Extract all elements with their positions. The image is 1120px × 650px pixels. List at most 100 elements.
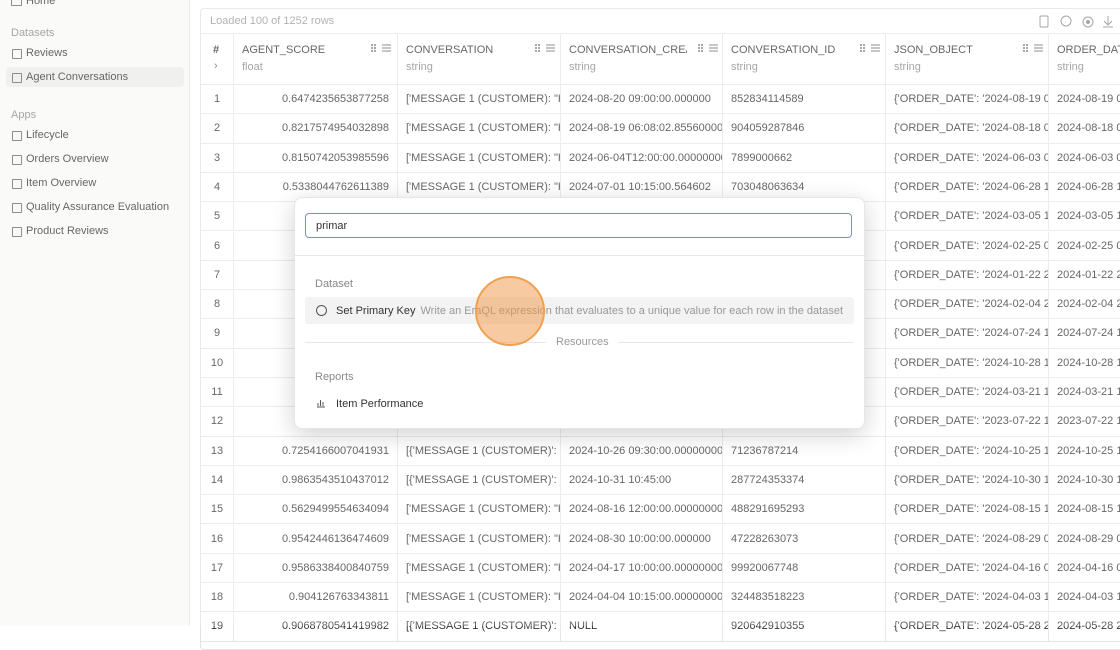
- column-type: string: [569, 61, 596, 73]
- divider: [295, 255, 864, 256]
- table-cell: ['MESSAGE 1 (CUSTOMER): "Hi ther: [398, 114, 561, 144]
- cursor-highlight: [475, 276, 545, 346]
- table-cell: 0.7254166007041931: [234, 436, 398, 466]
- table-cell: 47228263073: [723, 524, 886, 554]
- nav-label: Reviews: [26, 47, 68, 59]
- table-cell: 2024-01-22 23: [1049, 261, 1120, 291]
- table-cell: {'ORDER_DATE': '2024-06-28 15:24: [886, 172, 1049, 203]
- table-cell: {'ORDER_DATE': '2024-10-30 18:03: [886, 465, 1049, 496]
- table-cell: 2: [201, 114, 234, 144]
- table-cell: {'ORDER_DATE': '2024-04-16 07:57: [886, 553, 1049, 584]
- table-cell: {'ORDER_DATE': '2024-08-29 02:36: [886, 524, 1049, 554]
- nav-label: Item Overview: [26, 177, 97, 189]
- table-cell: 2024-03-21 18: [1049, 378, 1120, 408]
- column-name: CONVERSATION_ID: [731, 44, 836, 56]
- table-cell: 2024-08-19 04:: [1049, 85, 1120, 115]
- table-cell: {'ORDER_DATE': '2024-03-21 18:27: [886, 378, 1049, 408]
- table-cell: [723, 407, 886, 437]
- expand-icon[interactable]: ›: [214, 60, 218, 72]
- table-cell: 5: [201, 202, 234, 232]
- table-cell: {'ORDER_DATE': '2024-02-04 22:38: [886, 290, 1049, 320]
- section-title: Apps: [11, 109, 37, 121]
- table-cell: 2024-04-03 10: [1049, 583, 1120, 613]
- command-item[interactable]: Set Primary Key Write an EraQL expression…: [305, 297, 854, 324]
- column-name: AGENT_SCORE: [242, 44, 326, 56]
- header-cell: AGENT_SCORE float: [234, 33, 398, 85]
- table-cell: {'ORDER_DATE': '2024-08-19 04:44: [886, 85, 1049, 115]
- table-cell: 2024-03-05 16: [1049, 202, 1120, 232]
- nav-item[interactable]: Reviews: [6, 43, 184, 63]
- table-cell: [{'MESSAGE 1 (CUSTOMER)': 'Hi the: [398, 436, 561, 466]
- table-cell: ['MESSAGE 1 (CUSTOMER): "Hello!: [398, 524, 561, 554]
- table-cell: [{'MESSAGE 1 (CUSTOMER)': 'Hi! I r: [398, 465, 561, 496]
- column-menu[interactable]: [1022, 43, 1046, 53]
- table-cell: 0.9863543510437012: [234, 465, 398, 496]
- table-cell: 2024-04-04 10:15:00.000000000: [561, 583, 723, 613]
- nav-item[interactable]: Orders Overview: [6, 149, 184, 169]
- column-name: JSON_OBJECT: [894, 44, 973, 56]
- nav-label: Agent Conversations: [26, 71, 129, 83]
- column-menu[interactable]: [859, 43, 883, 53]
- group-title: Dataset: [315, 278, 353, 290]
- nav-icon: [12, 131, 22, 141]
- command-label: Set Primary Key: [336, 305, 416, 317]
- table-cell: 2024-08-18 06: [1049, 114, 1120, 144]
- nav-label: Lifecycle: [26, 129, 69, 141]
- command-item[interactable]: Item Performance: [305, 390, 854, 417]
- section-title: Datasets: [11, 27, 55, 39]
- table-cell: 2024-06-28 15: [1049, 173, 1120, 203]
- table-cell: 2024-06-03 0: [1049, 144, 1120, 173]
- table-cell: 2024-08-20 09:00:00.000000: [561, 85, 723, 115]
- table-cell: 2024-02-04 2: [1049, 290, 1120, 320]
- nav-item[interactable]: Home: [26, 0, 56, 7]
- table-cell: 9: [201, 319, 234, 349]
- table-cell: {'ORDER_DATE': '2024-02-25 08:56: [886, 231, 1049, 261]
- nav-icon: [12, 155, 22, 165]
- page: Home Datasets Reviews Agent Conversations Ap…: [6, 0, 1120, 650]
- header-cell: CONVERSATION string: [398, 33, 561, 85]
- nav-icon: [12, 227, 22, 237]
- table-cell: 0.8150742053985596: [234, 143, 398, 173]
- search-input[interactable]: primar: [305, 213, 852, 238]
- table-cell: 7899000662: [723, 143, 886, 173]
- table-cell: 16: [201, 524, 234, 554]
- table-cell: 0.9542446136474609: [234, 524, 398, 554]
- nav-item[interactable]: Quality Assurance Evaluation: [6, 197, 184, 217]
- table-cell: 14: [201, 465, 234, 496]
- table-cell: 2023-07-22 15: [1049, 407, 1120, 437]
- chart-icon: [316, 398, 326, 408]
- table-cell: 0.904126763343811: [234, 583, 398, 613]
- table-cell: {'ORDER_DATE': '2024-01-22 23:54: [886, 260, 1049, 291]
- table-cell: 2024-08-16 12:00:00.000000000: [561, 495, 723, 525]
- nav-item[interactable]: Product Reviews: [6, 221, 184, 241]
- nav-icon: [12, 203, 22, 213]
- table-cell: {'ORDER_DATE': '2024-03-05 16:10: [886, 202, 1049, 232]
- column-type: string: [894, 61, 921, 73]
- column-menu[interactable]: [534, 43, 558, 53]
- table-cell: ['MESSAGE 1 (CUSTOMER): "Hi ther: [398, 495, 561, 525]
- table-cell: ['MESSAGE 1 (CUSTOMER): "Hi, I re: [398, 85, 561, 115]
- table-cell: 10: [201, 348, 234, 378]
- column-type: string: [406, 61, 433, 73]
- search-query: primar: [316, 220, 348, 232]
- key-icon: [316, 305, 327, 316]
- nav-item[interactable]: Item Overview: [6, 173, 184, 193]
- table-cell: 6: [201, 231, 234, 261]
- column-menu[interactable]: [370, 43, 394, 53]
- table-cell: 11: [201, 378, 234, 408]
- table-cell: 7: [201, 260, 234, 291]
- nav-item[interactable]: Agent Conversations: [6, 67, 184, 87]
- column-menu[interactable]: [697, 43, 721, 53]
- table-cell: 2024-10-31 10:45:00: [561, 465, 723, 496]
- table-cell: ['MESSAGE 1 (CUSTOMER): "Hi ther: [398, 553, 561, 584]
- table-cell: {'ORDER_DATE': '2024-07-24 10:47: [886, 319, 1049, 349]
- nav-item[interactable]: Lifecycle: [6, 125, 184, 145]
- table-cell: 2024-10-26 09:30:00.000000000: [561, 436, 723, 466]
- table-cell: 2024-10-30 18: [1049, 466, 1120, 496]
- toolbar-icons[interactable]: [1036, 15, 1120, 29]
- table-cell: 15: [201, 495, 234, 525]
- table-cell: 2024-04-16 07: [1049, 554, 1120, 584]
- table-cell: 17: [201, 553, 234, 584]
- table-cell: 0.5629499554634094: [234, 495, 398, 525]
- nav-label: Orders Overview: [26, 153, 109, 165]
